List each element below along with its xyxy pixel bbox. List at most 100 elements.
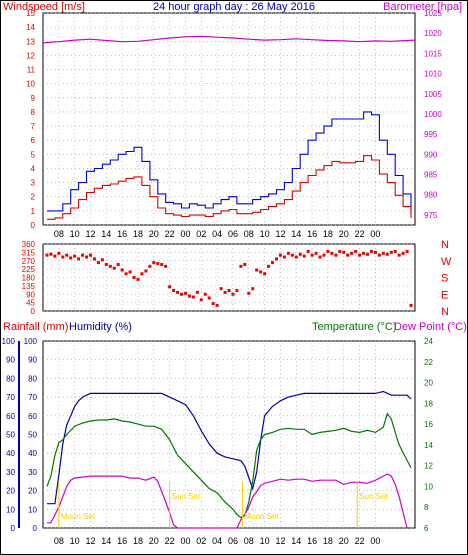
time-tick-label: 16 (307, 229, 317, 239)
time-tick-label: 10 (70, 229, 80, 239)
time-tick-label: 00 (180, 229, 190, 239)
rainfall-tick-label: 50 (6, 431, 15, 440)
humidity-tick-label: 80 (28, 374, 37, 383)
direction-point (314, 251, 318, 255)
barometer-tick-label: 985 (424, 171, 438, 180)
direction-point (53, 254, 57, 258)
time-tick-label: 10 (70, 536, 80, 546)
temperature-tick-label: 24 (424, 337, 433, 346)
barometer-tick-label: 980 (424, 191, 438, 200)
barometer-tick-label: 1010 (424, 70, 442, 79)
direction-point (306, 249, 310, 253)
temperature-series-line (46, 412, 412, 519)
direction-point (381, 251, 385, 255)
direction-point (69, 256, 73, 260)
rainfall-tick-label: 0 (11, 524, 16, 533)
time-tick-label: 18 (323, 536, 333, 546)
direction-point (409, 303, 413, 307)
direction-point (88, 253, 92, 257)
chart-title: 24 hour graph day : 26 May 2016 (153, 1, 315, 13)
barometer-tick-label: 1005 (424, 90, 442, 99)
time-tick-label: 00 (370, 229, 380, 239)
time-tick-label: 22 (165, 536, 175, 546)
windspeed-tick-label: 1 (31, 207, 36, 216)
direction-point (132, 276, 136, 279)
time-tick-label: 22 (355, 229, 365, 239)
windspeed-tick-label: 8 (31, 108, 36, 117)
direction-point (77, 257, 81, 261)
rainfall-tick-label: 90 (6, 356, 15, 365)
direction-point (239, 264, 243, 268)
direction-point (100, 258, 104, 262)
direction-point (73, 254, 77, 258)
humidity-tick-label: 70 (28, 393, 37, 402)
direction-point (330, 251, 334, 255)
time-tick-label: 06 (228, 229, 238, 239)
windspeed-tick-label: 9 (31, 94, 36, 103)
direction-point (227, 289, 231, 293)
direction-point (350, 251, 354, 255)
direction-point (346, 253, 350, 257)
direction-point (49, 252, 53, 256)
direction-point (251, 287, 255, 291)
dewpoint-axis-title: Dew Point (°C) (394, 321, 467, 333)
compass-letter: W (441, 256, 452, 268)
direction-point (377, 253, 381, 257)
windspeed-tick-label: 6 (31, 136, 36, 145)
chart-series (42, 35, 416, 529)
direction-tick-label: 45 (26, 299, 35, 308)
direction-point (152, 261, 156, 265)
direction-point (191, 295, 195, 299)
time-tick-label: 12 (275, 229, 285, 239)
direction-point (195, 290, 199, 294)
windspeed-tick-label: 13 (26, 37, 35, 46)
direction-point (183, 291, 187, 295)
direction-point (65, 253, 69, 257)
direction-tick-label: 270 (22, 257, 36, 266)
rainfall-tick-label: 20 (6, 487, 15, 496)
temperature-axis-title: Temperature (°C) (312, 321, 396, 333)
direction-point (247, 291, 251, 295)
direction-point (274, 257, 278, 261)
rainfall-tick-label: 100 (2, 337, 16, 346)
direction-point (294, 255, 298, 259)
windspeed-tick-label: 2 (31, 193, 36, 202)
barometer-axis-title: Barometer [hpa] (383, 1, 462, 13)
direction-point (156, 262, 160, 266)
temperature-tick-label: 18 (424, 399, 433, 408)
time-tick-label: 16 (117, 536, 127, 546)
time-tick-label: 08 (244, 536, 254, 546)
time-tick-label: 20 (149, 536, 159, 546)
windspeed-tick-label: 5 (31, 150, 36, 159)
time-tick-label: 20 (339, 229, 349, 239)
temperature-tick-label: 22 (424, 358, 433, 367)
direction-point (45, 253, 49, 257)
direction-point (358, 253, 362, 257)
direction-point (373, 250, 377, 254)
time-tick-label: 16 (117, 229, 127, 239)
direction-tick-label: 225 (22, 265, 36, 274)
direction-point (207, 296, 211, 300)
windspeed-tick-label: 0 (31, 221, 36, 230)
time-tick-label: 08 (244, 229, 254, 239)
windspeed-tick-label: 12 (26, 51, 35, 60)
barometer-tick-label: 1025 (424, 9, 442, 18)
direction-point (338, 249, 342, 253)
direction-point (211, 302, 215, 306)
direction-point (81, 253, 85, 257)
wind-series-line (47, 155, 412, 220)
direction-point (334, 253, 338, 257)
direction-tick-label: 315 (22, 248, 36, 257)
temperature-tick-label: 20 (424, 379, 433, 388)
direction-point (393, 249, 397, 253)
direction-point (362, 251, 366, 255)
direction-point (57, 251, 61, 255)
time-tick-label: 02 (196, 229, 206, 239)
direction-point (215, 303, 219, 307)
direction-point (231, 292, 235, 296)
windspeed-tick-label: 14 (26, 23, 35, 32)
direction-point (290, 253, 294, 257)
direction-tick-label: 180 (22, 274, 36, 283)
direction-point (160, 262, 164, 266)
